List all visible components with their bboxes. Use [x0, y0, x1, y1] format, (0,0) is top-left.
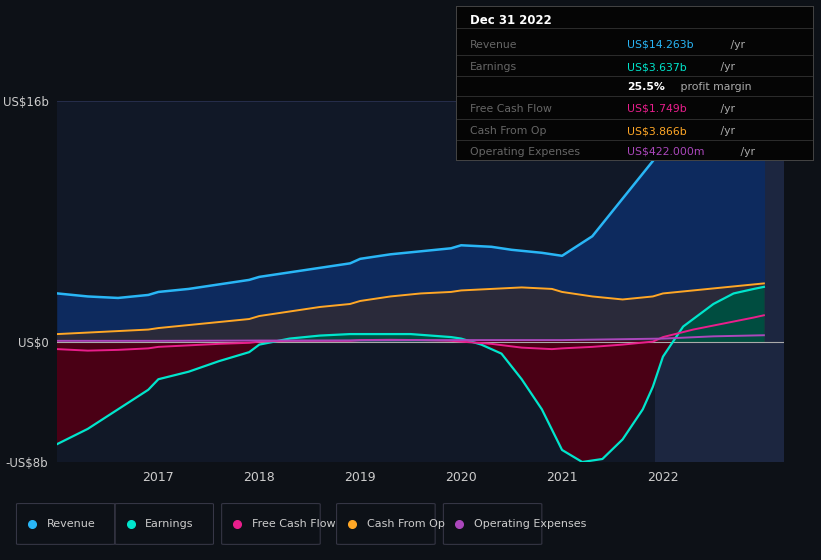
Text: US$422.000m: US$422.000m	[627, 147, 704, 157]
Text: Earnings: Earnings	[145, 519, 194, 529]
Text: US$14.263b: US$14.263b	[627, 40, 694, 50]
Text: Cash From Op: Cash From Op	[367, 519, 445, 529]
Text: Cash From Op: Cash From Op	[470, 126, 547, 136]
Text: Revenue: Revenue	[470, 40, 517, 50]
Bar	[655, 101, 784, 462]
Text: /yr: /yr	[717, 126, 735, 136]
Text: Free Cash Flow: Free Cash Flow	[252, 519, 336, 529]
Text: /yr: /yr	[737, 147, 755, 157]
Text: US$1.749b: US$1.749b	[627, 104, 687, 114]
Text: Revenue: Revenue	[47, 519, 95, 529]
Text: /yr: /yr	[717, 62, 735, 72]
Text: US$3.637b: US$3.637b	[627, 62, 687, 72]
Text: Dec 31 2022: Dec 31 2022	[470, 15, 552, 27]
Text: 25.5%: 25.5%	[627, 82, 665, 92]
Text: Operating Expenses: Operating Expenses	[470, 147, 580, 157]
Text: /yr: /yr	[717, 104, 735, 114]
Text: Earnings: Earnings	[470, 62, 517, 72]
Text: US$3.866b: US$3.866b	[627, 126, 687, 136]
Text: /yr: /yr	[727, 40, 745, 50]
Text: Operating Expenses: Operating Expenses	[474, 519, 586, 529]
Text: Free Cash Flow: Free Cash Flow	[470, 104, 552, 114]
Text: profit margin: profit margin	[677, 82, 751, 92]
